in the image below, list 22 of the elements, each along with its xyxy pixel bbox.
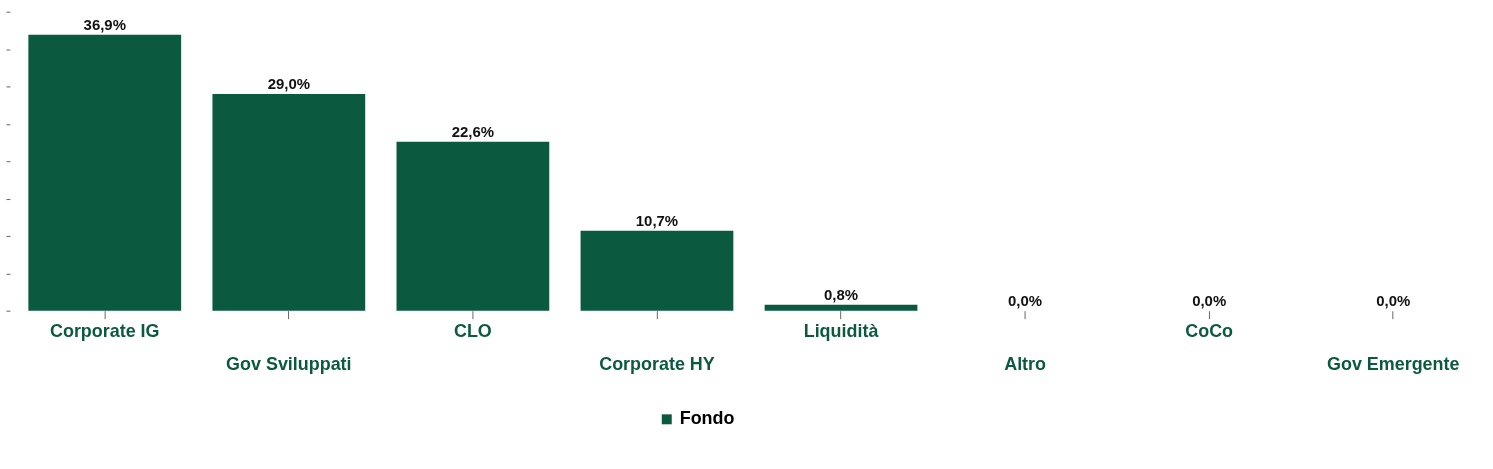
bar <box>212 93 366 311</box>
bar <box>580 230 734 311</box>
data-label: 0,0% <box>1376 291 1411 309</box>
data-label: 0,0% <box>1192 291 1227 309</box>
bar <box>28 34 182 311</box>
x-tick-label: Altro <box>1004 354 1047 375</box>
x-tick-label: Gov Emergente <box>1326 354 1460 375</box>
legend-label: Fondo <box>679 408 735 429</box>
data-label: 10,7% <box>635 211 679 229</box>
bar <box>396 141 550 311</box>
x-tick-label: Corporate HY <box>599 354 715 375</box>
x-tick-label: Gov Sviluppati <box>226 354 352 375</box>
x-tick-label: CoCo <box>1185 320 1234 341</box>
data-label: 0,0% <box>1008 291 1043 309</box>
x-tick-label: CLO <box>453 320 492 341</box>
data-label: 22,6% <box>451 122 495 140</box>
data-label: 29,0% <box>267 74 311 92</box>
x-tick-label: Corporate IG <box>49 320 160 341</box>
data-label: 0,8% <box>823 285 859 303</box>
bar <box>764 304 918 311</box>
x-tick-label: Liquidità <box>803 320 880 341</box>
data-label: 36,9% <box>83 15 126 33</box>
